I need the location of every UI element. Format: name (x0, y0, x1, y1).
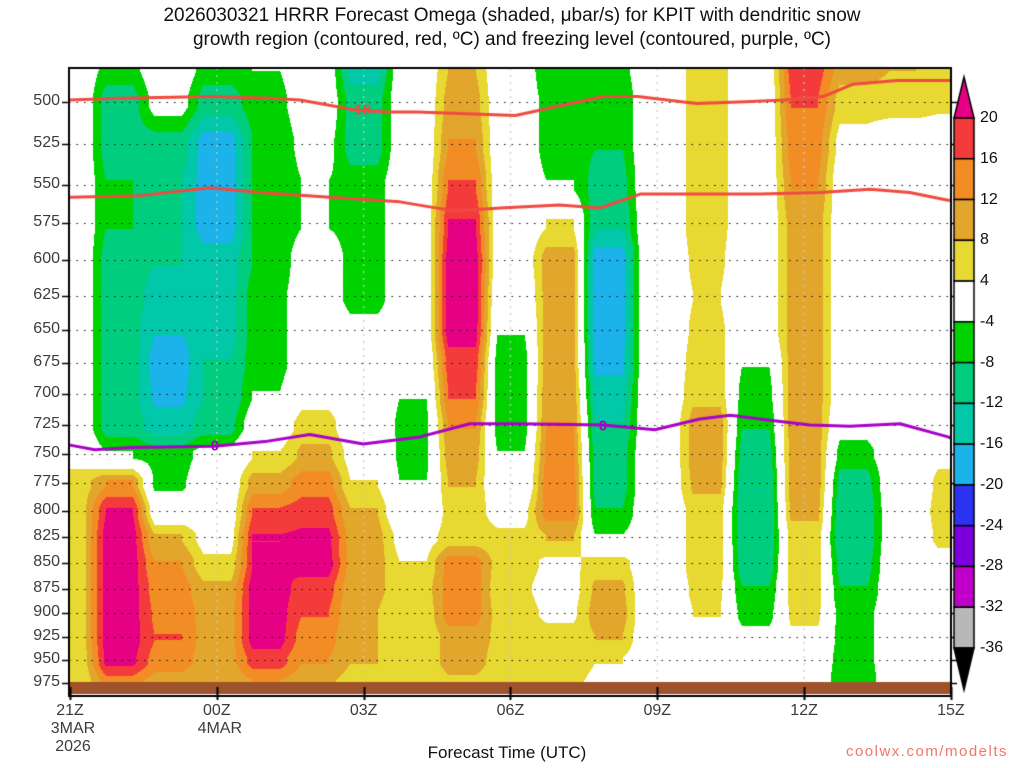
x-tick-label: 21Z (56, 702, 84, 719)
y-tick-label: 850 (33, 553, 60, 571)
y-tick-label: 900 (33, 603, 60, 621)
colorbar-tick-label: 8 (980, 231, 989, 249)
contour-label: 0 (598, 417, 608, 435)
colorbar-tick-label: 4 (980, 272, 989, 290)
chart-title-line2: growth region (contoured, red, ºC) and f… (192, 29, 832, 50)
x-date-label: 3MAR (50, 720, 96, 737)
x-tick-label: 03Z (349, 702, 378, 719)
colorbar-tick-label: -12 (980, 394, 1004, 412)
x-tick-label: 06Z (496, 702, 525, 719)
y-tick-label: 825 (33, 527, 60, 545)
colorbar-tick-label: 16 (980, 149, 998, 167)
y-tick-label: 500 (33, 91, 60, 109)
y-tick-label: 575 (33, 213, 60, 231)
y-tick-label: 625 (33, 285, 60, 303)
y-tick-label: 750 (33, 444, 60, 462)
colorbar-tick-label: -32 (980, 598, 1004, 616)
y-tick-label: 725 (33, 414, 60, 432)
x-tick-label: 15Z (937, 702, 965, 719)
y-tick-label: 650 (33, 319, 60, 337)
contour-label: 0 (210, 437, 220, 455)
x-tick-label: 12Z (790, 702, 818, 719)
colorbar-tick-label: 20 (980, 109, 998, 126)
y-tick-label: 675 (33, 352, 60, 370)
colorbar-tick-label: -20 (980, 475, 1004, 493)
y-tick-label: 950 (33, 650, 60, 668)
colorbar-tick-label: -8 (980, 353, 995, 371)
x-tick-label: 09Z (643, 702, 672, 719)
y-tick-label: 600 (33, 250, 60, 268)
x-date-label: 4MAR (197, 720, 243, 737)
contour-label: -18 (348, 101, 371, 119)
y-tick-label: 875 (33, 578, 60, 596)
colorbar-tick-label: -24 (980, 516, 1004, 534)
watermark-link[interactable]: coolwx.com/modelts (845, 743, 1008, 760)
colorbar-tick-label: -28 (980, 557, 1004, 575)
x-axis-title: Forecast Time (UTC) (427, 743, 587, 762)
colorbar-tick-label: -4 (980, 312, 995, 330)
colorbar-tick-label: -16 (980, 435, 1004, 453)
chart-title-line1: 2026030321 HRRR Forecast Omega (shaded, … (163, 5, 861, 26)
colorbar-tick-label: 12 (980, 190, 998, 208)
y-tick-label: 525 (33, 134, 60, 152)
x-date-label: 2026 (55, 738, 91, 755)
colorbar-tick-label: -36 (980, 639, 1004, 656)
y-tick-label: 975 (33, 672, 60, 690)
x-tick-label: 00Z (203, 702, 231, 719)
y-tick-label: 775 (33, 472, 60, 490)
y-tick-label: 925 (33, 626, 60, 644)
y-tick-label: 800 (33, 500, 60, 518)
y-tick-label: 550 (33, 174, 60, 192)
y-tick-label: 700 (33, 384, 60, 402)
